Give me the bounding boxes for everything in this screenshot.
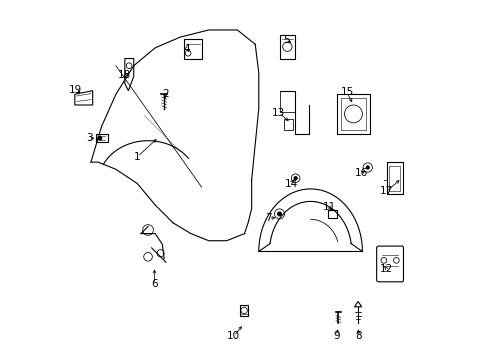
Text: 11: 11 xyxy=(322,202,335,212)
Text: 8: 8 xyxy=(354,331,361,341)
Bar xyxy=(283,119,292,130)
Text: 19: 19 xyxy=(69,85,82,95)
Bar xyxy=(327,210,336,217)
Bar xyxy=(388,166,399,191)
Text: 2: 2 xyxy=(162,89,168,99)
Text: 4: 4 xyxy=(183,44,189,54)
Circle shape xyxy=(365,166,369,169)
Text: 16: 16 xyxy=(354,168,367,178)
Text: 10: 10 xyxy=(227,331,240,341)
Bar xyxy=(96,134,107,143)
Bar xyxy=(240,305,247,316)
Circle shape xyxy=(277,212,281,216)
Text: 12: 12 xyxy=(379,264,392,274)
Bar xyxy=(386,162,403,194)
Text: 7: 7 xyxy=(264,213,271,223)
Text: 1: 1 xyxy=(134,152,141,162)
Text: 5: 5 xyxy=(283,35,289,45)
Text: 13: 13 xyxy=(272,108,285,118)
Text: 9: 9 xyxy=(332,331,339,341)
Bar xyxy=(183,39,201,59)
Text: 18: 18 xyxy=(118,70,131,80)
Text: 6: 6 xyxy=(151,279,158,289)
Text: 15: 15 xyxy=(340,87,353,98)
Text: 17: 17 xyxy=(379,186,392,197)
Bar xyxy=(337,94,369,134)
Circle shape xyxy=(98,136,102,140)
Circle shape xyxy=(294,177,296,180)
Text: 3: 3 xyxy=(85,133,92,143)
Bar xyxy=(280,35,294,59)
Bar xyxy=(340,98,365,130)
Text: 14: 14 xyxy=(284,179,297,189)
